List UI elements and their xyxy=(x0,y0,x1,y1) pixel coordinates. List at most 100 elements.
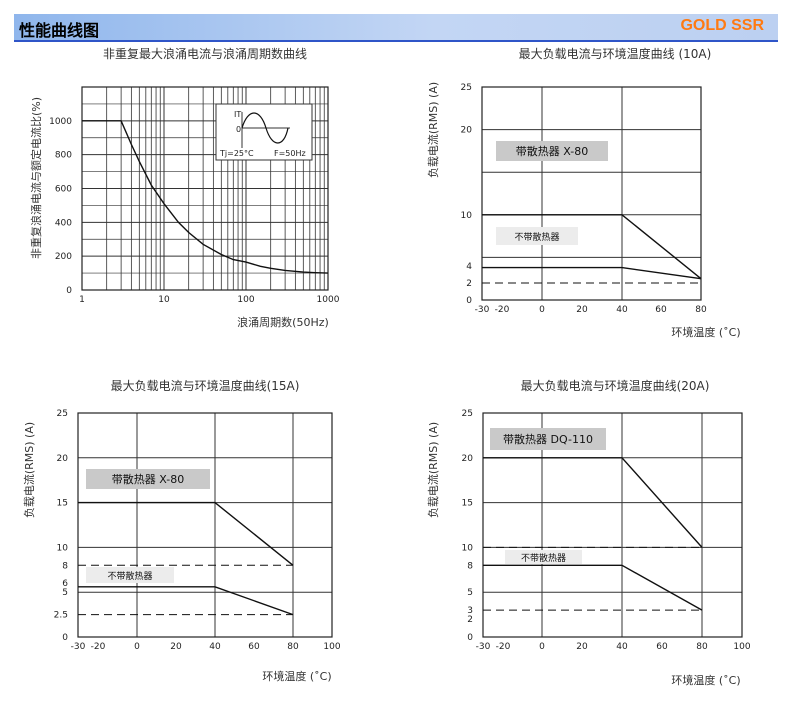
series-line xyxy=(82,120,329,274)
y-tick-label: 0 xyxy=(466,296,472,306)
series-line xyxy=(78,586,294,616)
x-tick-label: 80 xyxy=(695,305,707,315)
page-header: 性能曲线图 GOLD SSR xyxy=(14,14,778,42)
y-tick-label: 5 xyxy=(62,588,68,598)
x-tick-label: 0 xyxy=(539,305,545,315)
brand-label: GOLD SSR xyxy=(680,17,764,34)
legend-label: 不带散热器 xyxy=(514,231,559,243)
inset-label: Tj=25°C xyxy=(219,149,254,158)
x-tick-label: 40 xyxy=(616,642,628,652)
y-tick-label: 8 xyxy=(62,561,68,571)
x-tick-label: 40 xyxy=(616,305,628,315)
y-tick-label: 25 xyxy=(57,409,68,419)
chart-title: 非重复最大浪涌电流与浪涌周期数曲线 xyxy=(103,46,307,61)
x-tick-label: 1000 xyxy=(317,295,340,305)
y-tick-label: 4 xyxy=(466,262,472,272)
x-tick-label: 20 xyxy=(170,642,182,652)
series-line xyxy=(483,564,703,611)
y-tick-label: 8 xyxy=(467,561,473,571)
x-tick-label: -30 xyxy=(476,642,491,652)
x-tick-label: 0 xyxy=(134,642,140,652)
x-tick-label: 60 xyxy=(656,642,668,652)
y-tick-label: 600 xyxy=(55,185,72,195)
inset-label: F=50Hz xyxy=(274,149,306,158)
x-axis-label: 环境温度 (˚C) xyxy=(671,325,740,339)
y-tick-label: 2.5 xyxy=(54,611,68,621)
series-line xyxy=(482,266,702,280)
chart-title: 最大负载电流与环境温度曲线(20A) xyxy=(521,378,710,393)
x-tick-label: 100 xyxy=(733,642,750,652)
y-tick-label: 5 xyxy=(467,588,473,598)
x-tick-label: -30 xyxy=(71,642,86,652)
x-tick-label: 20 xyxy=(576,305,588,315)
y-tick-label: 25 xyxy=(462,409,473,419)
x-tick-label: -20 xyxy=(91,642,106,652)
series-label-box-light xyxy=(505,550,582,564)
y-axis-label: 负载电流(RMS) (A) xyxy=(22,422,36,518)
series-line xyxy=(483,457,703,548)
x-tick-label: -20 xyxy=(496,642,511,652)
x-axis-label: 环境温度 (˚C) xyxy=(262,669,331,683)
x-tick-label: 1 xyxy=(79,295,85,305)
y-tick-label: 10 xyxy=(462,543,474,553)
chart-2: 最大负载电流与环境温度曲线 (10A) 环境温度 (˚C) 负载电流(RMS) (A… xyxy=(426,46,741,339)
legend-label: 带散热器 DQ-110 xyxy=(503,432,593,446)
x-tick-label: 100 xyxy=(323,642,340,652)
y-tick-label: 0 xyxy=(62,633,68,643)
chart-title: 最大负载电流与环境温度曲线(15A) xyxy=(111,378,300,393)
plot-frame xyxy=(77,412,333,638)
sine-wave xyxy=(241,112,289,144)
x-tick-label: 100 xyxy=(237,295,254,305)
x-tick-label: 40 xyxy=(209,642,221,652)
x-tick-label: 60 xyxy=(248,642,260,652)
y-tick-label: 200 xyxy=(55,252,72,262)
y-axis-label: 负载电流(RMS) (A) xyxy=(426,422,440,518)
y-tick-label: 15 xyxy=(462,499,473,509)
y-tick-label: 1000 xyxy=(49,117,72,127)
series-label-box xyxy=(490,428,606,450)
x-tick-label: -30 xyxy=(475,305,490,315)
series-line xyxy=(482,214,702,280)
x-axis-label: 浪涌周期数(50Hz) xyxy=(237,315,329,329)
chart-4: 最大负载电流与环境温度曲线(20A) 环境温度 (˚C) 负载电流(RMS) (A)… xyxy=(426,378,751,687)
y-tick-label: 800 xyxy=(55,151,72,161)
page-title: 性能曲线图 xyxy=(19,21,100,40)
inset-frame xyxy=(215,103,313,161)
y-tick-label: 20 xyxy=(57,454,69,464)
x-tick-label: 80 xyxy=(696,642,708,652)
series-label-box xyxy=(86,469,210,489)
y-axis-label: 非重复浪涌电流与额定电流比(%) xyxy=(29,97,43,259)
inset-label: IT xyxy=(234,110,241,119)
plot-frame xyxy=(481,86,702,301)
y-tick-label: 400 xyxy=(55,218,72,228)
y-tick-label: 2 xyxy=(466,279,472,289)
y-tick-label: 6 xyxy=(62,579,68,589)
x-axis-label: 环境温度 (˚C) xyxy=(671,673,740,687)
series-line xyxy=(78,501,294,566)
x-tick-label: 0 xyxy=(539,642,545,652)
series-label-box xyxy=(496,141,608,161)
plot-frame xyxy=(81,86,329,291)
x-tick-label: 20 xyxy=(576,642,588,652)
y-tick-label: 25 xyxy=(461,83,472,93)
y-tick-label: 0 xyxy=(467,633,473,643)
x-tick-label: 60 xyxy=(655,305,667,315)
legend-label: 不带散热器 xyxy=(521,552,566,564)
legend-label: 不带散热器 xyxy=(107,570,152,582)
x-tick-label: -20 xyxy=(495,305,510,315)
y-tick-label: 15 xyxy=(57,499,68,509)
y-axis-label: 负载电流(RMS) (A) xyxy=(426,82,440,178)
y-tick-label: 20 xyxy=(461,126,473,136)
chart-title: 最大负载电流与环境温度曲线 (10A) xyxy=(519,46,712,61)
y-tick-label: 10 xyxy=(57,543,69,553)
x-tick-label: 10 xyxy=(158,295,170,305)
y-tick-label: 20 xyxy=(462,454,474,464)
y-tick-label: 2 xyxy=(467,615,473,625)
y-tick-label: 10 xyxy=(461,211,473,221)
x-tick-label: 80 xyxy=(287,642,299,652)
inset-label: 0 xyxy=(236,125,241,134)
y-tick-label: 3 xyxy=(467,606,473,616)
chart-3: 最大负载电流与环境温度曲线(15A) 环境温度 (˚C) 负载电流(RMS) (A)… xyxy=(22,378,341,683)
